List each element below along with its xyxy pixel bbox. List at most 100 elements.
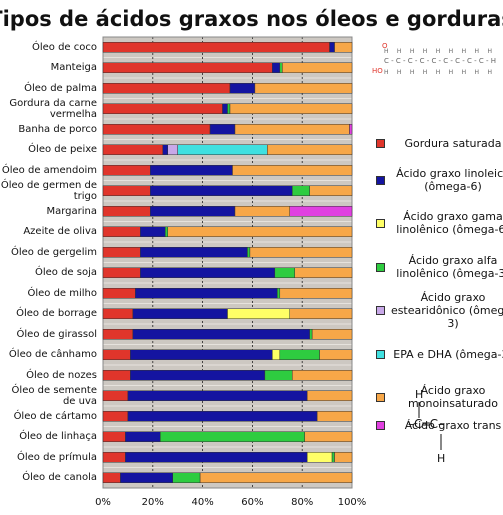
y-tick-label: Óleo de prímula (17, 451, 97, 463)
y-tick-label: Óleo de amendoim (1, 164, 97, 176)
plot-frame (102, 36, 353, 489)
bar-segment (254, 83, 353, 94)
bar-segment (291, 370, 353, 381)
bar-segment (102, 267, 141, 278)
bar-segment (306, 452, 333, 463)
diagram-hydrogens: H H H H H H H H H (384, 69, 492, 76)
y-tick-label: Óleo de girassol (16, 328, 97, 340)
bar-segment (102, 62, 273, 73)
bar-segment (209, 124, 236, 135)
bar-segment (304, 431, 353, 442)
bar-segment (272, 62, 281, 73)
bar-segment (125, 452, 308, 463)
bar-segment (289, 206, 353, 217)
bar-segment (102, 349, 131, 360)
bar-segment (282, 62, 353, 73)
y-tick-label: Óleo de linhaça (19, 431, 97, 443)
bar-segment (349, 124, 353, 135)
legend-label: Ácido graxo alfa linolênico (ômega-3) (396, 254, 503, 280)
bar-segment (234, 124, 350, 135)
bar-segment (229, 103, 353, 114)
y-tick-label: Manteiga (50, 62, 97, 74)
double-bond-diagram: H –C═C– H (408, 388, 445, 465)
x-tick-label: 60% (241, 497, 263, 508)
bar-segment (319, 349, 353, 360)
legend-item: Ácido graxo gama linolênico (ômega-6) (376, 209, 503, 237)
y-tick-label: Óleo de cártamo (13, 410, 97, 422)
bar-segment (249, 247, 353, 258)
chart-title: Tipos de ácidos graxos nos óleos e gordu… (0, 7, 503, 31)
bar-segment (102, 452, 126, 463)
legend-item: Gordura saturada (376, 129, 503, 157)
bar-segment (102, 288, 136, 299)
bar-segment (102, 144, 164, 155)
legend-item: Ácido graxo linoleico (ômega-6) (376, 166, 503, 194)
y-tick-label: Óleo de palma (24, 82, 97, 94)
bar-segment (135, 288, 278, 299)
fatty-acid-diagram: O HO H H H H H H H H H C-C-C-C-C-C-C-C-C… (372, 42, 496, 76)
y-tick-label: Óleo de nozes (26, 369, 97, 381)
y-tick-label: Óleo de soja (34, 267, 97, 279)
x-tick-label: 40% (191, 497, 213, 508)
bar-segment (177, 144, 268, 155)
diagram-h: H (415, 388, 423, 401)
legend-item: EPA e DHA (ômega-3) (376, 340, 503, 368)
bar-segment (140, 226, 166, 237)
y-tick-label: Óleo de coco (31, 41, 97, 53)
bar-segment (102, 103, 223, 114)
legend-label: EPA e DHA (ômega-3) (393, 347, 503, 361)
bar-segment (150, 206, 236, 217)
legend-swatch (376, 218, 385, 228)
legend-item: Ácido graxo alfa linolênico (ômega-3) (376, 253, 503, 281)
diagram-h: H (437, 452, 445, 465)
y-tick-label: Óleo de cânhamo (8, 349, 97, 361)
bar-segment (102, 124, 211, 135)
legend-swatch (376, 392, 385, 402)
x-tick-label: 0% (95, 497, 111, 508)
legend-swatch (376, 420, 385, 430)
y-tick-label: Óleo de borrage (16, 308, 97, 320)
legend-label: Ácido graxo trans (404, 418, 502, 432)
legend-swatch (376, 349, 385, 359)
bar-segment (165, 226, 168, 237)
bar-segment (334, 452, 353, 463)
bar-segment (334, 42, 353, 53)
legend-label: Ácido graxo monoinsaturado (408, 384, 498, 410)
bar-segment (150, 185, 293, 196)
bar-segment (289, 308, 353, 319)
legend-swatch (376, 262, 385, 272)
bar-segment (130, 370, 266, 381)
y-tick-label: Óleo de semente de uva (11, 384, 97, 407)
legend-swatch (376, 138, 385, 148)
bar-segment (102, 370, 131, 381)
x-tick-label: 80% (291, 497, 313, 508)
bar-segment (306, 390, 353, 401)
bar-segment (132, 308, 228, 319)
bar-segment (167, 144, 178, 155)
y-tick-label: Banha de porco (18, 123, 97, 135)
bar-segment (162, 144, 168, 155)
bar-segment (227, 308, 290, 319)
bar-segment (140, 247, 248, 258)
bar-segment (279, 349, 320, 360)
bar-segment (102, 226, 141, 237)
bar-segment (264, 370, 293, 381)
bar-segment (316, 411, 353, 422)
bar-segment (102, 165, 151, 176)
diagram-chain: –C═C– (408, 417, 444, 431)
legend-label: Gordura saturada (404, 136, 502, 150)
y-tick-label: Óleo de canola (22, 472, 97, 484)
bar-segment (160, 431, 305, 442)
bar-segment (150, 165, 233, 176)
bar-segment (172, 472, 201, 483)
bar-segment (127, 411, 318, 422)
bar-segment (311, 329, 353, 340)
bar-segment (277, 288, 281, 299)
bar-segment (294, 267, 353, 278)
bar-segment (267, 144, 353, 155)
bar-segment (309, 329, 313, 340)
bar-segment (102, 247, 141, 258)
bar-segment (102, 42, 330, 53)
bar-segment (199, 472, 353, 483)
diagram-chain: C-C-C-C-C-C-C-C-C-H (384, 57, 496, 65)
